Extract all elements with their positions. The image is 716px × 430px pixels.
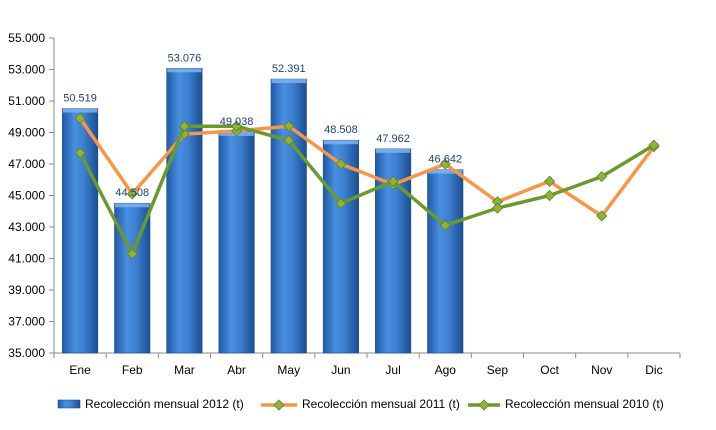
x-tick-label: Oct (540, 363, 559, 377)
bar-data-label: 50.519 (63, 93, 97, 105)
y-tick-label: 39.000 (8, 283, 45, 297)
bar-series-2012 (62, 68, 464, 354)
line-marker-2010 (126, 248, 138, 260)
y-tick-label: 55.000 (8, 31, 45, 45)
bar-2012-top (62, 108, 98, 113)
y-tick-label: 47.000 (8, 157, 45, 171)
legend-marker-2010 (478, 399, 490, 411)
axes: 35.000 37.000 39.000 41.000 43.000 45.000 47.0… (8, 31, 681, 377)
line-series (74, 112, 660, 260)
y-tick-label: 51.000 (8, 94, 45, 108)
legend-swatch-2012 (57, 399, 81, 409)
line-marker-2011 (544, 175, 556, 187)
x-tick-label: Ene (69, 363, 91, 377)
bar-2012 (427, 169, 464, 354)
x-tick-label: Mar (174, 363, 195, 377)
x-tick-label: Dic (645, 363, 662, 377)
bar-2012-top (167, 68, 202, 73)
line-marker-2010 (283, 134, 295, 146)
x-tick-label: Ago (435, 363, 457, 377)
bar-data-label: 49.038 (220, 116, 254, 128)
line-marker-2010 (231, 120, 243, 132)
bar-2012 (218, 131, 255, 354)
x-tick-label: May (277, 363, 300, 377)
legend-label-2011: Recolección mensual 2011 (t) (302, 397, 460, 411)
x-tick-label: Jul (385, 363, 400, 377)
line-marker-2010 (387, 175, 399, 187)
bar-2012-top (428, 169, 463, 174)
line-marker-2010 (491, 202, 503, 214)
line-marker-2010 (648, 139, 660, 151)
line-marker-2010 (544, 189, 556, 202)
line-marker-2011 (74, 112, 86, 124)
legend-marker-2011 (273, 399, 285, 411)
line-marker-2011 (596, 210, 608, 222)
bar-data-label: 52.391 (272, 63, 306, 75)
line-marker-2011 (335, 158, 347, 170)
x-tick-label: Feb (122, 363, 143, 377)
legend-label-2012: Recolección mensual 2012 (t) (85, 397, 244, 411)
bar-data-label: 48.508 (324, 124, 358, 136)
x-tick-label: Jun (331, 363, 350, 377)
line-marker-2010 (335, 197, 347, 209)
bar-data-label: 46.642 (428, 154, 462, 166)
line-series-2010 (78, 124, 655, 256)
legend: Recolección mensual 2012 (t) Recolección … (57, 397, 664, 411)
bar-2012-top (271, 79, 306, 84)
line-marker-2011 (126, 188, 138, 200)
x-tick-label: Abr (227, 363, 246, 377)
line-marker-2010 (596, 171, 608, 183)
line-marker-2011 (439, 158, 451, 170)
x-tick-label: Nov (591, 363, 612, 377)
x-tick-label: Sep (487, 363, 509, 377)
y-tick-label: 37.000 (8, 315, 45, 329)
bar-2012-top (375, 148, 411, 153)
bar-2012 (62, 108, 99, 354)
y-tick-label: 43.000 (8, 220, 45, 234)
data-labels: 50.519 44.508 53.076 49.038 52.391 48.508 47.9… (63, 52, 462, 199)
line-marker-2010 (439, 219, 451, 231)
y-tick-label: 45.000 (8, 189, 45, 203)
bar-data-label: 53.076 (168, 52, 202, 64)
y-tick-label: 41.000 (8, 252, 45, 266)
y-tick-label: 49.000 (8, 126, 45, 140)
line-marker-2011 (283, 120, 295, 132)
bar-2012-top (115, 203, 150, 208)
y-tick-label: 35.000 (8, 346, 45, 360)
legend-label-2010: Recolección mensual 2010 (t) (505, 397, 664, 411)
line-marker-2010 (74, 147, 86, 159)
bar-2012 (166, 68, 203, 354)
bar-2012-top (323, 140, 359, 145)
bar-data-label: 47.962 (376, 133, 410, 145)
bar-data-label: 44.508 (115, 187, 149, 199)
bar-2012 (270, 78, 307, 354)
bar-2012 (322, 139, 359, 354)
y-tick-label: 53.000 (8, 63, 45, 77)
line-marker-2010 (178, 120, 190, 132)
